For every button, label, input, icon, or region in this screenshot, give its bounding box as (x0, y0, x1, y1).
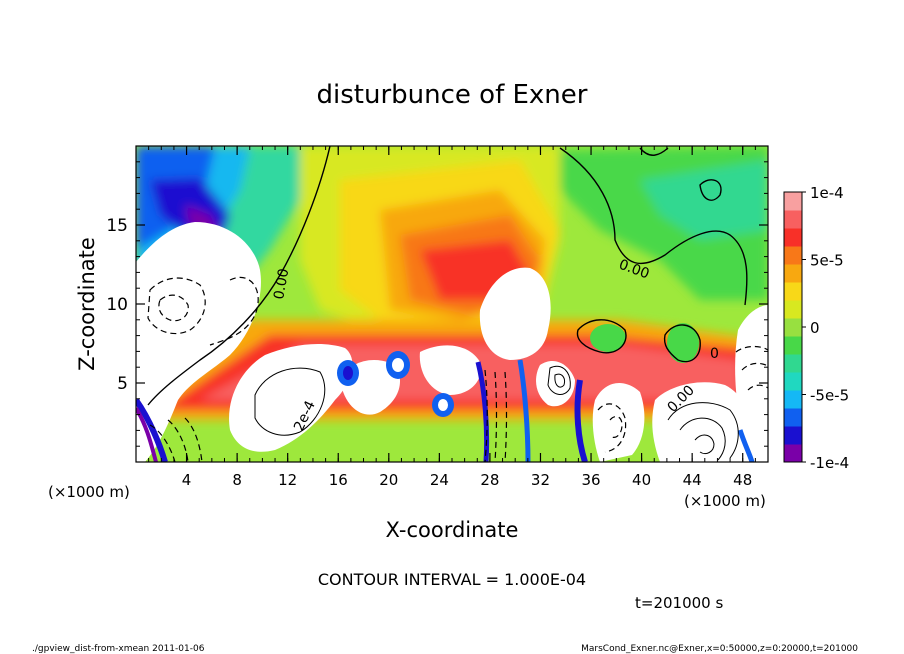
x-tick-label: 12 (278, 471, 297, 489)
x-tick-label: 44 (683, 471, 702, 489)
y-axis-ticks: 5 10 15 (106, 145, 768, 463)
colorbar-tick-label: -5e-5 (810, 387, 849, 405)
colorbar-swatch (784, 372, 802, 391)
colorbar-tick-label: 5e-5 (810, 252, 844, 270)
plot-area (136, 146, 768, 462)
contour-lines (147, 146, 748, 406)
x-tick-label: 16 (329, 471, 348, 489)
colorbar-swatch (784, 192, 802, 211)
colorbar-swatch (784, 282, 802, 301)
contour-label: 0 (710, 346, 719, 362)
x-tick-label: 4 (182, 471, 192, 489)
x-tick-label: 48 (733, 471, 752, 489)
colorbar-tick-label: -1e-4 (810, 454, 849, 472)
x-tick-label: 8 (232, 471, 242, 489)
x-tick-label: 20 (379, 471, 398, 489)
colorbar-swatch (784, 408, 802, 427)
x-unit-label: (×1000 m) (684, 492, 766, 510)
y-axis-label: Z-coordinate (75, 237, 99, 371)
x-tick-label: 28 (480, 471, 499, 489)
y-tick-label: 10 (106, 295, 128, 315)
x-tick-label: 40 (632, 471, 651, 489)
colorbar-swatch (784, 228, 802, 247)
colorbar-tick-label: 0 (810, 319, 820, 337)
colorbar-swatch (784, 426, 802, 445)
colorbar-swatch (784, 246, 802, 265)
x-tick-label: 32 (531, 471, 550, 489)
colorbar-swatch (784, 444, 802, 463)
chart-title: disturbunce of Exner (317, 80, 588, 110)
colorbar-tick-label: 1e-4 (810, 184, 844, 202)
x-tick-label: 24 (430, 471, 449, 489)
time-text: t=201000 s (635, 594, 723, 612)
z-unit-label: (×1000 m) (48, 483, 130, 501)
colorbar-swatch (784, 318, 802, 337)
footer-right: MarsCond_Exner.nc@Exner,x=0:50000,z=0:20… (581, 644, 858, 654)
colorbar-swatch (784, 300, 802, 319)
negative-cells (337, 323, 699, 417)
colorbar-swatch (784, 354, 802, 373)
y-tick-label: 5 (117, 374, 128, 394)
contour-label: 0.00 (271, 267, 292, 300)
colorbar-swatch (784, 336, 802, 355)
footer-left: ./gpview_dist-from-xmean 2011-01-06 (32, 644, 205, 654)
colorbar-swatch (784, 264, 802, 283)
positive-contours (254, 365, 739, 461)
colorbar-swatch (784, 390, 802, 409)
y-tick-label: 15 (106, 216, 128, 236)
colorbar (784, 192, 802, 463)
colorbar-labels: 1e-4 5e-5 0 -5e-5 -1e-4 (802, 184, 849, 472)
x-tick-label: 36 (581, 471, 600, 489)
colorbar-swatch (784, 210, 802, 229)
x-axis-label: X-coordinate (386, 518, 519, 542)
negative-contours (147, 276, 768, 462)
contour-interval-text: CONTOUR INTERVAL = 1.000E-04 (318, 570, 586, 589)
x-axis-ticks: 4 8 12 16 20 24 28 32 36 40 44 48 (135, 146, 769, 489)
